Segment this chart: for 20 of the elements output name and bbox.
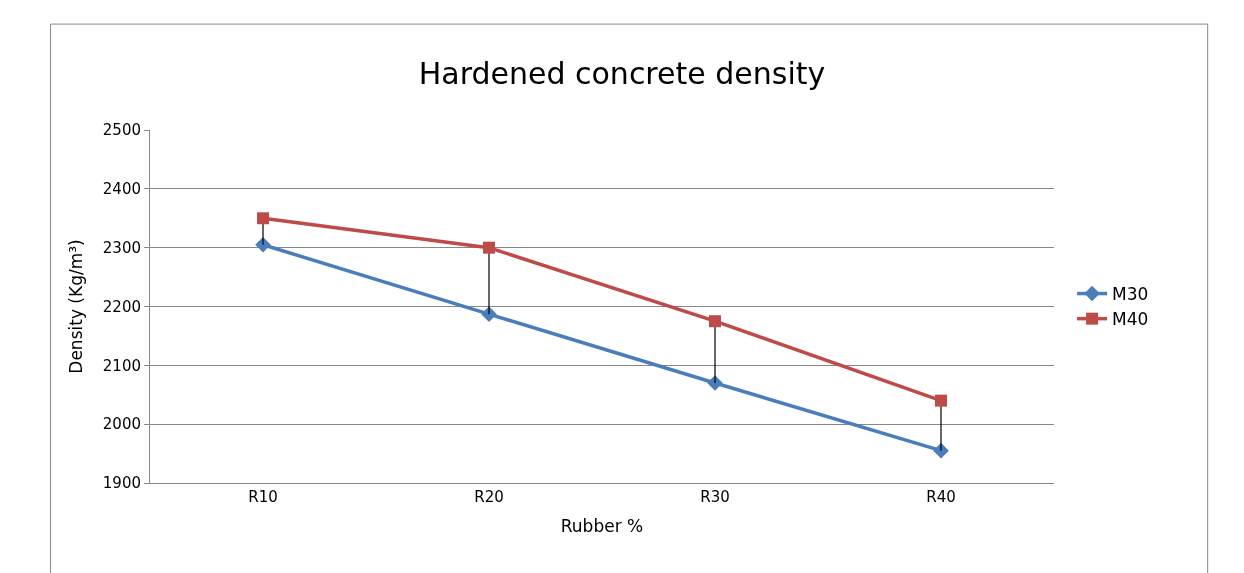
y-tick-label: 1900	[102, 474, 141, 493]
y-tick-label: 2400	[102, 180, 141, 199]
x-tick-label: R40	[926, 488, 956, 506]
y-tick-label: 2000	[102, 415, 141, 434]
chart-title: Hardened concrete density	[418, 56, 826, 92]
x-tick-label: R20	[474, 488, 504, 506]
legend-label: M40	[1112, 309, 1149, 330]
x-tick-label: R30	[700, 488, 730, 506]
y-tick-label: 2500	[102, 121, 141, 140]
point	[709, 315, 721, 328]
point	[483, 241, 495, 254]
point	[257, 212, 269, 225]
point	[935, 394, 947, 407]
legend-label: M30	[1112, 284, 1149, 305]
y-tick-label: 2300	[102, 238, 141, 257]
x-tick-label: R10	[248, 488, 278, 506]
y-tick-label: 2100	[102, 356, 141, 375]
y-tick-label: 2200	[102, 297, 141, 316]
x-axis-title: Rubber %	[560, 516, 644, 537]
y-axis-title: Density (Kg/m³)	[66, 239, 87, 374]
